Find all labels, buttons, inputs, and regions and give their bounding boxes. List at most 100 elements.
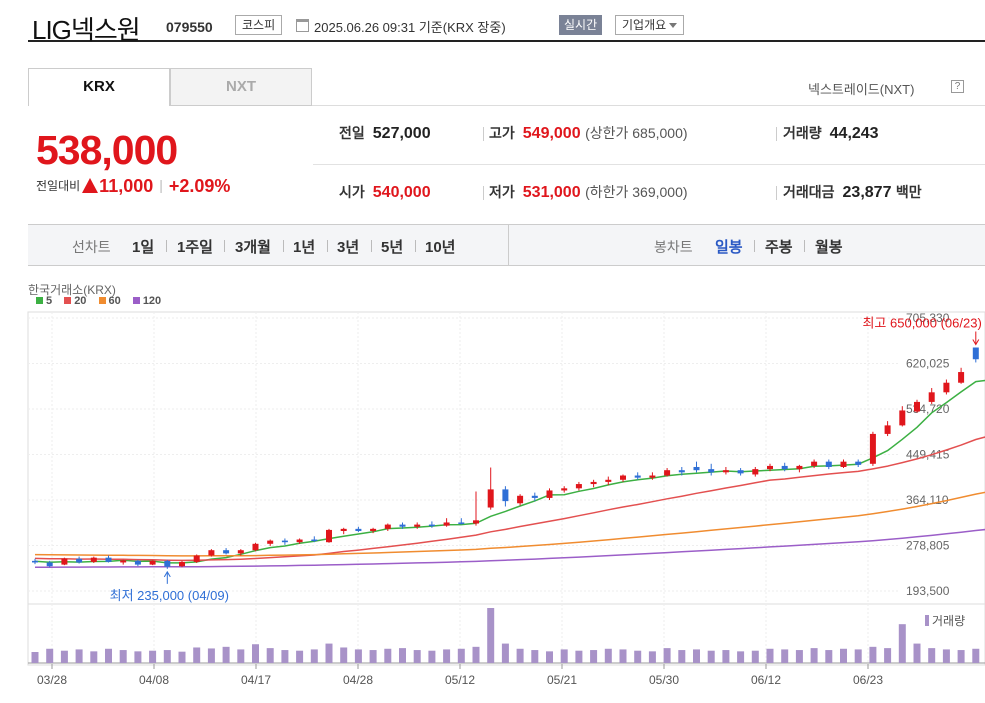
candle-body [693, 466, 700, 471]
period-5y[interactable]: 5년 [381, 239, 404, 256]
y-tick-label: 278,805 [906, 539, 950, 553]
volume-bar [487, 608, 495, 663]
volume-bar [972, 648, 980, 663]
candle-body [458, 522, 465, 524]
change-amount: 11,000 [99, 176, 154, 196]
volume-bar [942, 649, 950, 663]
candle-body [678, 470, 685, 473]
volume-bar [193, 647, 201, 663]
volume-bar [737, 651, 745, 663]
period-1w[interactable]: 1주일 [177, 239, 213, 256]
candle-weekly[interactable]: 주봉 [765, 239, 793, 256]
period-1d[interactable]: 1일 [132, 239, 155, 256]
volume-plot-frame [27, 603, 985, 666]
candle-body [855, 461, 862, 465]
chevron-down-icon [669, 23, 678, 29]
volume-bar [325, 643, 333, 663]
x-tick-label: 04/28 [343, 673, 373, 687]
candle-body [340, 528, 347, 531]
volume-bar [604, 648, 612, 663]
x-tick-label: 05/30 [649, 673, 679, 687]
volume-bar [516, 648, 524, 663]
period-3y[interactable]: 3년 [337, 239, 360, 256]
company-info-dropdown[interactable]: 기업개요 [615, 15, 685, 35]
volume-bar [252, 644, 259, 663]
period-separator [415, 240, 416, 252]
candle-body [281, 540, 288, 543]
volume-bar [354, 649, 362, 663]
candle-body [561, 488, 568, 491]
stat-label: 거래량 [783, 125, 822, 141]
legend-ma120: 120 [132, 295, 162, 307]
legend-ma5: 5 [36, 295, 52, 307]
realtime-button[interactable]: 실시간 [559, 15, 603, 35]
period-1y[interactable]: 1년 [293, 239, 316, 256]
tab-krx[interactable]: KRX [28, 68, 170, 106]
candle-body [928, 392, 935, 402]
high-arrow-head [972, 339, 980, 346]
volume-bar [648, 651, 656, 663]
candle-daily[interactable]: 일봉 [715, 239, 743, 256]
candle-body [590, 481, 597, 485]
candle-body [869, 433, 876, 464]
volume-bar [296, 650, 304, 663]
x-tick-label: 05/12 [445, 673, 475, 687]
volume-bar [575, 650, 583, 663]
stat-amount: 거래대금 23,877 백만 [783, 182, 922, 202]
period-separator [804, 240, 805, 252]
volume-bar [369, 650, 377, 663]
x-tick-label: 06/23 [853, 673, 883, 687]
volume-bar [810, 648, 818, 663]
tab-nxt[interactable]: NXT [170, 68, 312, 106]
candle-body [634, 475, 641, 478]
change-label: 전일대비 [36, 179, 81, 193]
stat-separator [483, 186, 484, 200]
volume-bar [340, 647, 348, 663]
stat-limit: (상한가 685,000) [585, 125, 688, 141]
candle-monthly[interactable]: 월봉 [815, 239, 843, 256]
candle-body [752, 469, 759, 475]
y-tick-label: 620,025 [906, 357, 950, 371]
candle-body [884, 425, 891, 434]
candle-body [796, 465, 803, 470]
volume-bar [457, 648, 465, 663]
stock-name: LIG넥스원 [32, 15, 141, 45]
y-tick-label: 193,500 [906, 584, 950, 598]
volume-bar [634, 650, 642, 663]
candle-body [414, 524, 421, 527]
legend-ma20: 20 [64, 295, 86, 307]
stat-value: 527,000 [372, 125, 431, 142]
stat-value: 23,877 [842, 184, 892, 201]
stat-label: 고가 [489, 125, 515, 141]
volume-bar [869, 646, 877, 663]
volume-bar [590, 650, 598, 663]
tab-divider [312, 105, 985, 106]
help-icon[interactable]: ? [951, 80, 964, 93]
period-separator [224, 240, 225, 252]
volume-bar [928, 648, 936, 663]
candle-body [164, 560, 171, 567]
volume-bar [693, 649, 700, 663]
nxt-link[interactable]: 넥스트레이드(NXT) [808, 82, 915, 97]
chart-legend: 5 20 60 120 [36, 295, 170, 307]
candle-body [326, 529, 332, 543]
candle-body [370, 528, 377, 531]
candle-body [193, 555, 200, 562]
quote-timestamp: 2025.06.26 09:31 기준(KRX 장중) [314, 20, 506, 35]
candle-body [46, 562, 53, 567]
candle-body [722, 470, 729, 473]
period-10y[interactable]: 10년 [425, 239, 456, 256]
volume-bar [75, 649, 83, 663]
change-percent: +2.09% [168, 176, 231, 196]
volume-bar [399, 648, 406, 663]
volume-bar [222, 646, 230, 663]
period-separator [754, 240, 755, 252]
volume-bar [854, 649, 862, 663]
candle-body [90, 557, 97, 562]
company-info-label: 기업개요 [622, 18, 667, 32]
legend-label: 120 [142, 295, 162, 307]
period-3m[interactable]: 3개월 [235, 239, 271, 256]
stat-limit: (하한가 369,000) [585, 184, 688, 200]
candle-body [781, 465, 788, 470]
